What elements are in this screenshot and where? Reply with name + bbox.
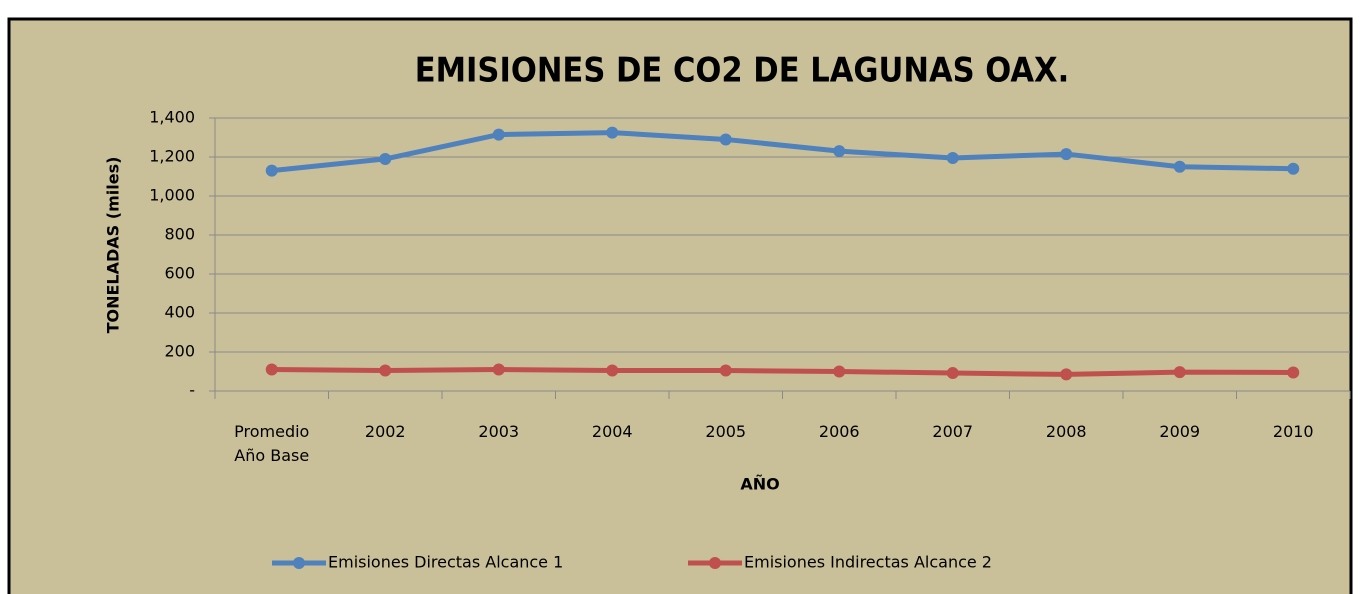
y-tick-label: 1,200 [149, 147, 195, 166]
data-point [1173, 366, 1186, 379]
chart-title: EMISIONES DE CO2 DE LAGUNAS OAX. [415, 51, 1070, 91]
y-tick-label: 800 [164, 225, 195, 244]
y-tick-label: 600 [164, 264, 195, 283]
data-point [1060, 368, 1073, 381]
y-axis-label: TONELADAS (miles) [104, 157, 123, 334]
x-tick-label: 2003 [478, 422, 520, 441]
data-point [379, 152, 392, 165]
data-point [606, 364, 619, 377]
legend-label: Emisiones Directas Alcance 1 [328, 553, 563, 572]
data-point [946, 151, 959, 164]
data-point [719, 364, 732, 377]
x-tick-label: 2008 [1045, 422, 1087, 441]
y-tick-label: 1,400 [149, 108, 195, 127]
legend-label: Emisiones Indirectas Alcance 2 [744, 553, 992, 572]
data-point [492, 363, 505, 376]
data-point [1173, 160, 1186, 173]
x-tick-label: 2006 [818, 422, 860, 441]
x-axis-label: AÑO [740, 475, 779, 494]
x-tick-label: 2002 [364, 422, 406, 441]
y-tick-label: - [189, 381, 195, 400]
data-point [833, 365, 846, 378]
x-tick-label: 2004 [591, 422, 633, 441]
x-tick-label: 2007 [932, 422, 974, 441]
chart-background [7, 17, 1353, 594]
x-tick-label: 2009 [1159, 422, 1201, 441]
series-line [271, 367, 1294, 377]
data-point [833, 145, 846, 158]
legend-marker [293, 557, 305, 569]
legend-marker [709, 557, 721, 569]
data-point [606, 126, 619, 139]
y-tick-label: 400 [164, 303, 195, 322]
data-point [946, 367, 959, 380]
y-tick-label: 1,000 [149, 186, 195, 205]
data-point [265, 164, 278, 177]
x-tick-label: Promedio Año Base [234, 422, 310, 465]
data-point [492, 128, 505, 141]
data-point [1287, 162, 1300, 175]
data-point [265, 363, 278, 376]
x-tick-label: 2005 [705, 422, 747, 441]
data-point [1060, 148, 1073, 161]
y-tick-label: 200 [164, 342, 195, 361]
data-point [379, 364, 392, 377]
series-line [271, 130, 1294, 174]
data-point [719, 133, 732, 146]
x-tick-label: 2010 [1272, 422, 1314, 441]
data-point [1287, 366, 1300, 379]
